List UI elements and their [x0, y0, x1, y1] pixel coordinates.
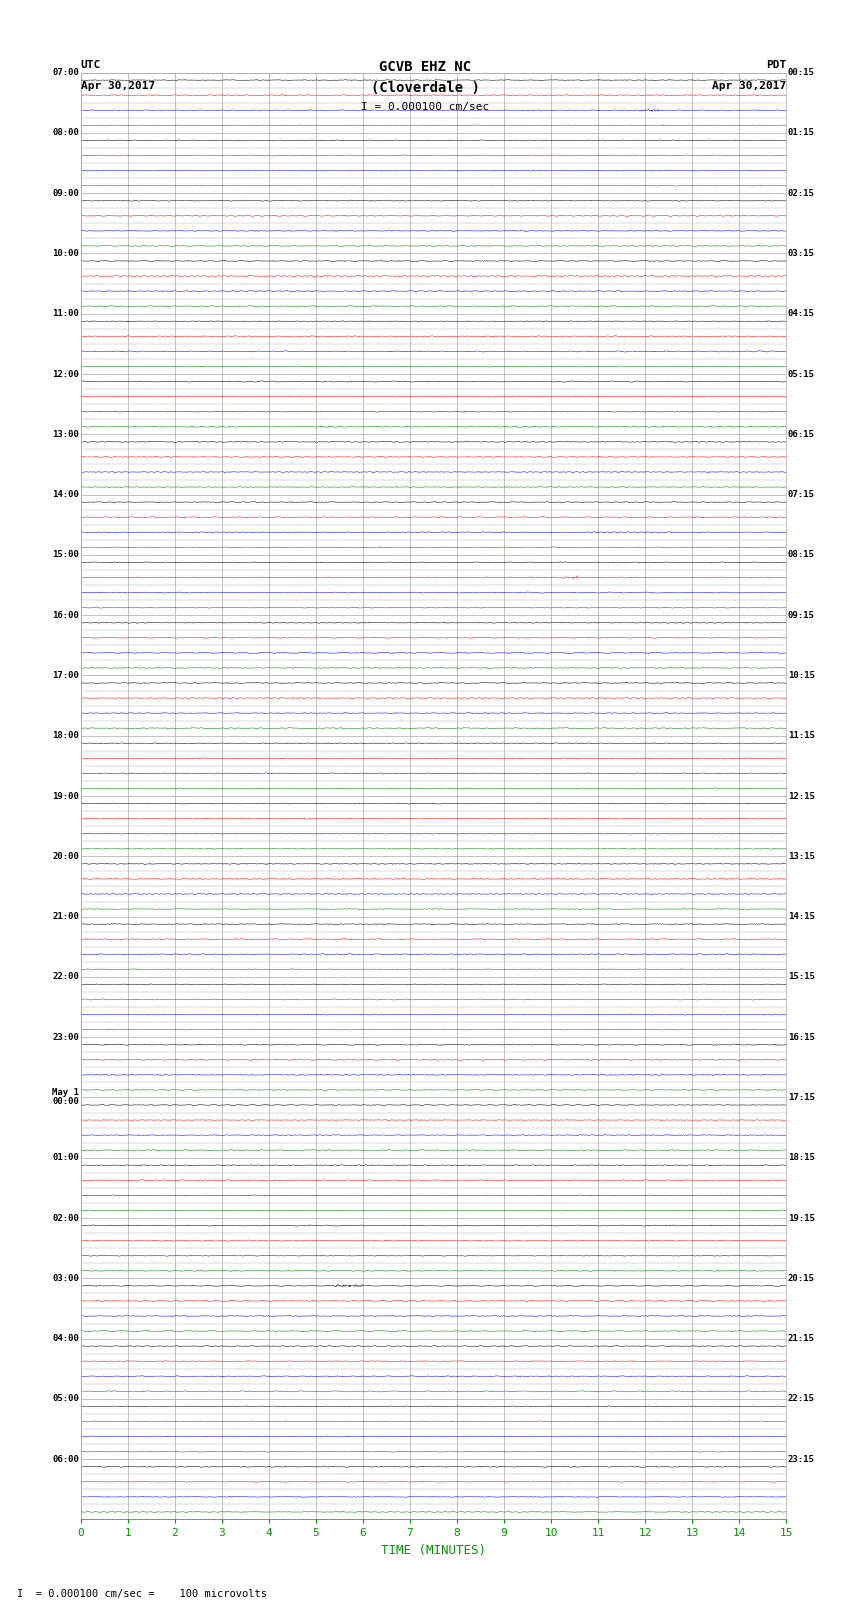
Text: 00:15: 00:15 [788, 68, 815, 77]
Text: 10:00: 10:00 [52, 248, 79, 258]
Text: 14:15: 14:15 [788, 911, 815, 921]
Text: 23:15: 23:15 [788, 1455, 815, 1463]
Text: 12:15: 12:15 [788, 792, 815, 800]
Text: 08:00: 08:00 [52, 129, 79, 137]
Text: 22:00: 22:00 [52, 973, 79, 981]
Text: Apr 30,2017: Apr 30,2017 [712, 81, 786, 90]
Text: 03:15: 03:15 [788, 248, 815, 258]
Text: 17:15: 17:15 [788, 1094, 815, 1102]
Text: 04:00: 04:00 [52, 1334, 79, 1344]
Text: 10:15: 10:15 [788, 671, 815, 681]
Text: 09:15: 09:15 [788, 611, 815, 619]
Text: 11:15: 11:15 [788, 731, 815, 740]
Text: Apr 30,2017: Apr 30,2017 [81, 81, 155, 90]
Text: 13:15: 13:15 [788, 852, 815, 861]
Text: 02:15: 02:15 [788, 189, 815, 198]
Text: 21:15: 21:15 [788, 1334, 815, 1344]
Text: I  = 0.000100 cm/sec =    100 microvolts: I = 0.000100 cm/sec = 100 microvolts [17, 1589, 267, 1598]
Text: 01:00: 01:00 [52, 1153, 79, 1163]
Text: 11:00: 11:00 [52, 310, 79, 318]
Text: 17:00: 17:00 [52, 671, 79, 681]
Text: 15:00: 15:00 [52, 550, 79, 560]
Text: 13:00: 13:00 [52, 429, 79, 439]
Text: 05:00: 05:00 [52, 1394, 79, 1403]
Text: (Cloverdale ): (Cloverdale ) [371, 81, 479, 95]
Text: 02:00: 02:00 [52, 1213, 79, 1223]
Text: 19:00: 19:00 [52, 792, 79, 800]
Text: 12:00: 12:00 [52, 369, 79, 379]
X-axis label: TIME (MINUTES): TIME (MINUTES) [381, 1544, 486, 1557]
Text: 00:00: 00:00 [52, 1097, 79, 1107]
Text: 22:15: 22:15 [788, 1394, 815, 1403]
Text: 04:15: 04:15 [788, 310, 815, 318]
Text: 23:00: 23:00 [52, 1032, 79, 1042]
Text: UTC: UTC [81, 60, 101, 69]
Text: I = 0.000100 cm/sec: I = 0.000100 cm/sec [361, 102, 489, 111]
Text: 15:15: 15:15 [788, 973, 815, 981]
Text: PDT: PDT [766, 60, 786, 69]
Text: 20:15: 20:15 [788, 1274, 815, 1282]
Text: 06:15: 06:15 [788, 429, 815, 439]
Text: 18:15: 18:15 [788, 1153, 815, 1163]
Text: 03:00: 03:00 [52, 1274, 79, 1282]
Text: 20:00: 20:00 [52, 852, 79, 861]
Text: 05:15: 05:15 [788, 369, 815, 379]
Text: 07:00: 07:00 [52, 68, 79, 77]
Text: 09:00: 09:00 [52, 189, 79, 198]
Text: 07:15: 07:15 [788, 490, 815, 498]
Text: 06:00: 06:00 [52, 1455, 79, 1463]
Text: 08:15: 08:15 [788, 550, 815, 560]
Text: 14:00: 14:00 [52, 490, 79, 498]
Text: 21:00: 21:00 [52, 911, 79, 921]
Text: 19:15: 19:15 [788, 1213, 815, 1223]
Text: May 1: May 1 [52, 1089, 79, 1097]
Text: GCVB EHZ NC: GCVB EHZ NC [379, 60, 471, 74]
Text: 16:15: 16:15 [788, 1032, 815, 1042]
Text: 01:15: 01:15 [788, 129, 815, 137]
Text: 16:00: 16:00 [52, 611, 79, 619]
Text: 18:00: 18:00 [52, 731, 79, 740]
